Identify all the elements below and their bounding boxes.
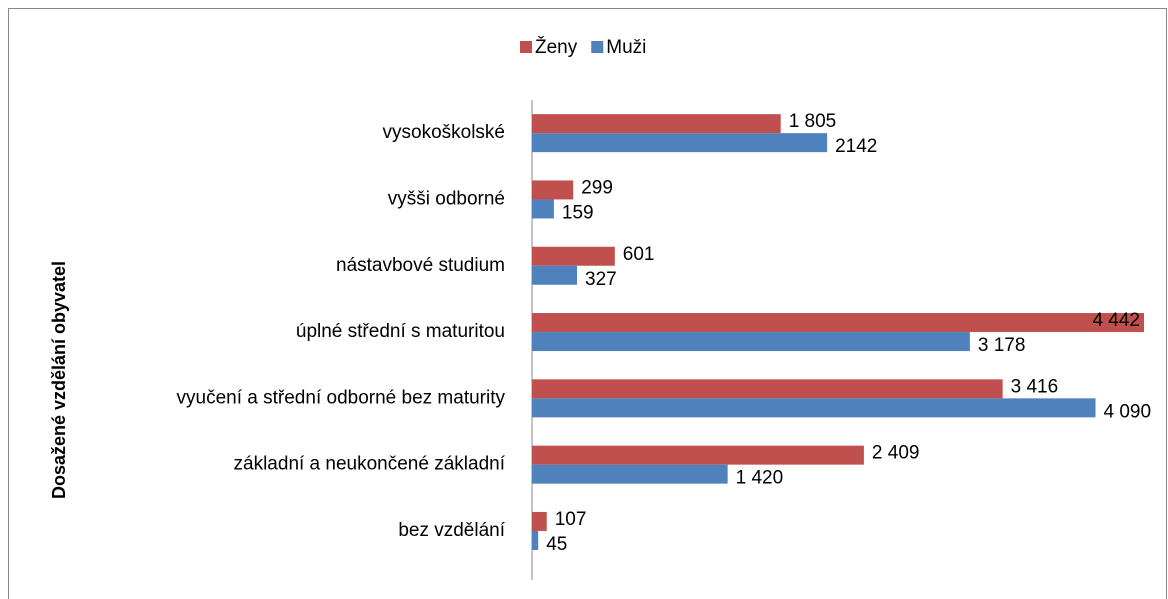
y-tick-label: nástavbové studium <box>336 255 505 276</box>
bar <box>532 246 615 266</box>
data-label: 327 <box>585 269 617 290</box>
data-label: 3 178 <box>978 335 1026 356</box>
chart-frame <box>8 8 1167 599</box>
bar <box>532 114 781 134</box>
y-tick-label: vysokoškolské <box>383 122 506 143</box>
bar <box>532 180 574 200</box>
y-axis-label: Dosažené vzdělání obyvatel <box>49 261 69 499</box>
data-label: 4 090 <box>1104 401 1152 422</box>
bar <box>532 445 864 465</box>
y-tick-label: bez vzdělání <box>398 520 505 541</box>
legend-swatch <box>591 41 604 53</box>
bar <box>532 199 554 219</box>
legend-label: Muži <box>606 37 646 58</box>
data-label: 601 <box>623 244 655 265</box>
bar <box>532 265 578 285</box>
data-label: 2142 <box>835 136 877 157</box>
bar <box>532 332 970 352</box>
bar <box>532 511 547 531</box>
data-label: 45 <box>546 534 567 555</box>
data-label: 1 420 <box>736 468 784 489</box>
y-tick-label: základní a neukončené základní <box>234 454 506 475</box>
bar <box>532 133 828 153</box>
legend-swatch <box>520 41 532 53</box>
bar <box>532 464 728 484</box>
data-label: 2 409 <box>872 443 920 464</box>
bar <box>532 530 539 550</box>
data-label: 107 <box>555 509 587 530</box>
y-tick-label: vyšši odborné <box>388 188 505 209</box>
data-label: 159 <box>562 202 594 223</box>
y-tick-label: úplné střední s maturitou <box>296 321 505 342</box>
y-tick-label: vyučení a střední odborné bez maturity <box>177 387 506 408</box>
data-label: 1 805 <box>789 111 837 132</box>
data-label: 4 442 <box>1092 310 1140 331</box>
data-label: 299 <box>581 177 613 198</box>
bar <box>532 313 1145 333</box>
legend-label: Ženy <box>535 36 578 58</box>
bar <box>532 398 1096 418</box>
data-label: 3 416 <box>1011 376 1059 397</box>
bar <box>532 379 1003 399</box>
